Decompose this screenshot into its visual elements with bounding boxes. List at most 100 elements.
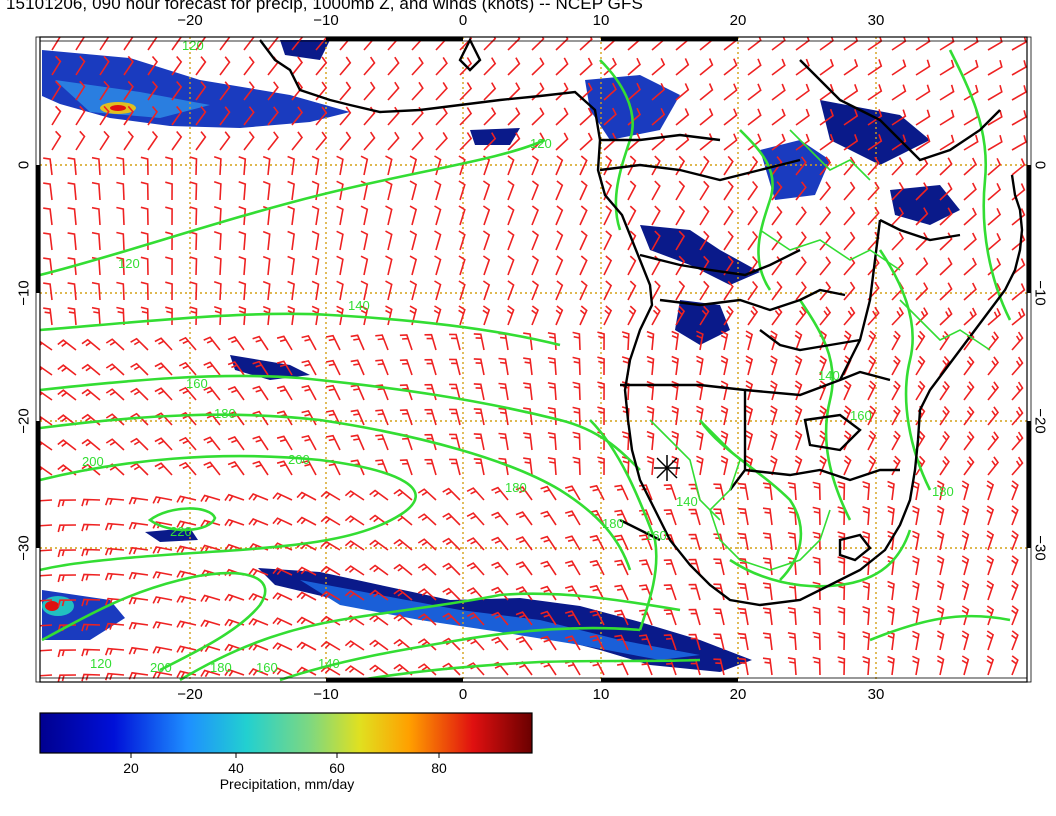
wind-barb	[200, 619, 221, 628]
wind-barb	[75, 105, 86, 126]
wind-barb	[843, 84, 859, 101]
wind-barb	[787, 532, 797, 551]
wind-barb	[165, 206, 173, 226]
wind-barb	[547, 382, 557, 401]
wind-barb	[819, 206, 832, 226]
wind-barb	[770, 430, 778, 451]
wind-barb	[745, 330, 754, 351]
wind-barb	[360, 255, 369, 276]
wind-barb	[531, 107, 545, 126]
wind-barb	[491, 536, 509, 551]
contour-label: 140	[818, 368, 840, 383]
wind-barb	[40, 415, 53, 426]
wind-barb	[40, 574, 53, 581]
wind-barb	[203, 461, 221, 476]
wind-barb	[140, 156, 149, 176]
wind-barb	[771, 206, 783, 226]
wind-barb	[963, 257, 977, 276]
wind-barb	[57, 364, 77, 376]
wind-barb	[887, 480, 895, 501]
wind-barb	[627, 180, 637, 201]
wind-barb	[227, 461, 245, 476]
wind-barb	[747, 280, 759, 301]
wind-barb	[491, 486, 509, 501]
wind-barb	[262, 255, 271, 276]
wind-barb	[387, 131, 400, 151]
wind-barb	[507, 230, 515, 251]
wind-barb	[176, 545, 197, 553]
wind-barb	[336, 230, 344, 251]
wind-barb	[375, 334, 389, 351]
map-title: 15101206, 090 hour forecast for precip, …	[6, 0, 643, 13]
lon-tick-top: 30	[867, 12, 885, 29]
wind-barb	[867, 330, 877, 351]
wind-barb	[301, 384, 317, 401]
wind-barb	[272, 617, 293, 626]
wind-barb	[987, 59, 1003, 76]
wind-barb	[939, 282, 953, 301]
wind-barb	[442, 537, 461, 551]
wind-barb	[986, 530, 995, 551]
wind-barb	[385, 180, 393, 201]
wind-barb	[296, 641, 317, 651]
wind-barb	[531, 180, 539, 201]
wind-barb	[564, 535, 581, 551]
wind-barb	[40, 624, 53, 631]
wind-barb	[458, 255, 466, 276]
wind-barb	[819, 181, 832, 201]
wind-barb	[99, 55, 110, 76]
wind-barb	[325, 409, 341, 426]
wind-barb	[152, 496, 173, 504]
wind-barb	[564, 510, 581, 526]
wind-barb	[276, 460, 293, 476]
wind-barb	[369, 514, 389, 526]
wind-barb	[67, 282, 77, 301]
wind-barb	[939, 307, 953, 326]
wind-barb	[795, 306, 807, 326]
wind-barb	[385, 230, 393, 251]
wind-barb	[963, 307, 977, 326]
wind-barb	[262, 280, 271, 301]
wind-barb	[713, 558, 725, 576]
wind-barb	[555, 205, 564, 226]
wind-barb	[515, 611, 533, 626]
wind-barb	[238, 205, 247, 226]
wind-barb	[771, 37, 786, 51]
wind-barb	[116, 231, 125, 251]
wind-barb	[963, 157, 977, 176]
wind-barb	[491, 511, 509, 526]
wind-barb	[787, 482, 797, 501]
wind-barb	[843, 206, 856, 226]
wind-barb	[203, 386, 221, 401]
wind-barb	[961, 655, 970, 676]
wind-barb	[363, 81, 376, 101]
wind-barb	[315, 131, 328, 151]
wind-barb	[369, 564, 389, 576]
wind-barb	[1011, 431, 1024, 451]
wind-barb	[745, 380, 754, 401]
wind-barb	[287, 180, 295, 201]
wind-barb	[435, 131, 448, 151]
wind-barb	[794, 430, 803, 451]
wind-barb	[675, 108, 690, 126]
wind-barb	[663, 634, 677, 651]
wind-barb	[473, 383, 485, 401]
wind-barb	[387, 81, 400, 101]
wind-barb	[507, 155, 515, 176]
wind-barb	[393, 663, 413, 676]
wind-barb	[891, 256, 904, 276]
lon-tick-top: −20	[177, 12, 203, 29]
wind-barb	[105, 363, 125, 376]
wind-barb	[116, 306, 125, 326]
wind-barb	[81, 573, 101, 582]
wind-barb	[1011, 480, 1019, 501]
contour-label: 200	[150, 660, 172, 675]
wind-barb	[243, 81, 255, 101]
wind-barb	[747, 155, 759, 176]
wind-barb	[891, 231, 904, 251]
wind-barb	[762, 532, 773, 551]
wind-barb	[165, 231, 173, 251]
wind-barb	[699, 180, 710, 201]
wind-barb	[238, 180, 247, 201]
wind-barb	[675, 230, 686, 251]
